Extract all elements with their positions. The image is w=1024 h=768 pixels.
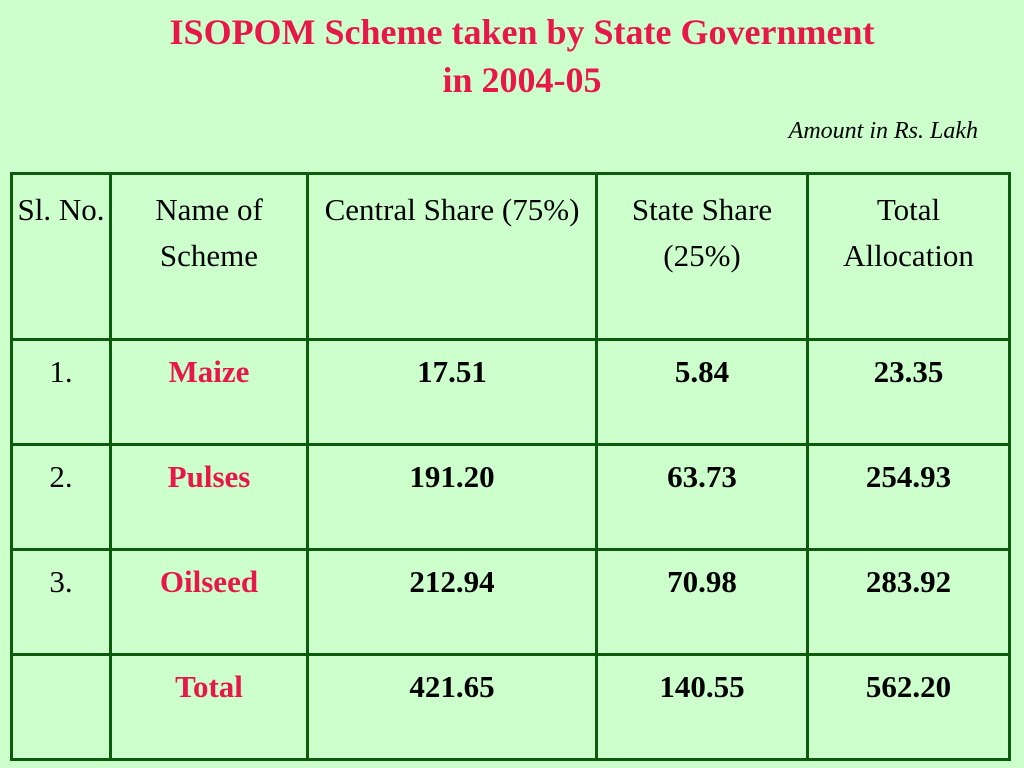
table-row: 1. Maize 17.51 5.84 23.35 — [10, 338, 1011, 446]
table-total-row: Total 421.65 140.55 562.20 — [10, 653, 1011, 761]
cell-state-share: 70.98 — [595, 548, 809, 656]
slide-title: ISOPOM Scheme taken by State Government … — [0, 8, 1024, 104]
cell-grand-total-allocation: 562.20 — [806, 653, 1011, 761]
header-scheme: Name of Scheme — [109, 172, 309, 341]
cell-sl-no: 1. — [10, 338, 112, 446]
cell-sl-no: 2. — [10, 443, 112, 551]
cell-total-allocation: 254.93 — [806, 443, 1011, 551]
cell-sl-no — [10, 653, 112, 761]
cell-sl-no: 3. — [10, 548, 112, 656]
cell-central-share: 212.94 — [306, 548, 598, 656]
allocation-table: Sl. No. Name of Scheme Central Share (75… — [10, 172, 1011, 761]
cell-state-share: 63.73 — [595, 443, 809, 551]
slide-title-line2: in 2004-05 — [442, 60, 602, 100]
cell-total-label: Total — [109, 653, 309, 761]
cell-total-allocation: 283.92 — [806, 548, 1011, 656]
cell-scheme-name: Pulses — [109, 443, 309, 551]
cell-central-share: 17.51 — [306, 338, 598, 446]
cell-scheme-name: Oilseed — [109, 548, 309, 656]
header-state-share: State Share (25%) — [595, 172, 809, 341]
unit-note: Amount in Rs. Lakh — [788, 118, 978, 144]
header-sl-no: Sl. No. — [10, 172, 112, 341]
cell-total-central-share: 421.65 — [306, 653, 598, 761]
table-row: 2. Pulses 191.20 63.73 254.93 — [10, 443, 1011, 551]
cell-scheme-name: Maize — [109, 338, 309, 446]
slide-title-line1: ISOPOM Scheme taken by State Government — [169, 12, 875, 52]
cell-state-share: 5.84 — [595, 338, 809, 446]
cell-total-state-share: 140.55 — [595, 653, 809, 761]
header-total-allocation: Total Allocation — [806, 172, 1011, 341]
header-central-share: Central Share (75%) — [306, 172, 598, 341]
table-header-row: Sl. No. Name of Scheme Central Share (75… — [10, 172, 1011, 341]
cell-central-share: 191.20 — [306, 443, 598, 551]
table-row: 3. Oilseed 212.94 70.98 283.92 — [10, 548, 1011, 656]
cell-total-allocation: 23.35 — [806, 338, 1011, 446]
